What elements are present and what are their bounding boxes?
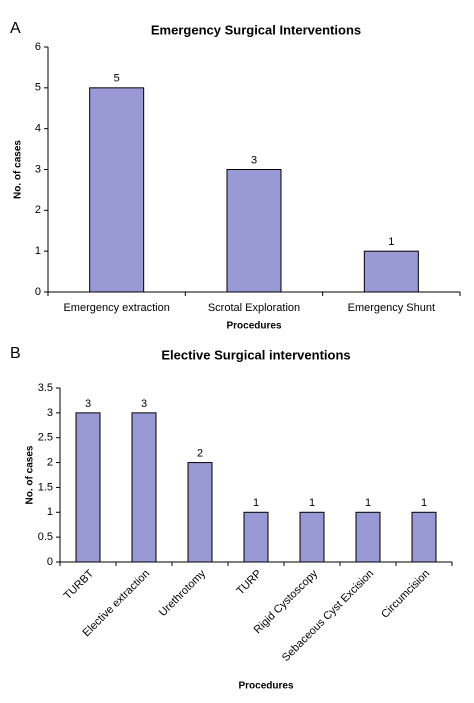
y-tick-label: 2 (47, 456, 53, 468)
y-tick-label: 3.5 (38, 382, 53, 394)
y-tick-label: 2.5 (38, 432, 53, 444)
bar (226, 169, 282, 293)
value-label: 1 (388, 236, 394, 248)
value-label: 1 (309, 497, 315, 509)
panel-label: B (10, 345, 21, 362)
value-label: 2 (197, 447, 203, 459)
x-tick-label: Urethrotomy (157, 567, 209, 619)
x-tick-label: Circumcision (379, 568, 432, 621)
y-tick-label: 3 (47, 407, 53, 419)
y-tick-label: 3 (35, 163, 41, 175)
x-axis-label: Procedures (238, 681, 293, 692)
value-label: 3 (141, 398, 147, 410)
bar (355, 511, 381, 563)
bar (299, 511, 325, 563)
bar (75, 412, 101, 563)
panel-label: A (10, 20, 21, 37)
chart-title: Elective Surgical interventions (161, 347, 350, 362)
y-tick-label: 1.5 (38, 481, 53, 493)
y-tick-label: 4 (35, 123, 41, 135)
y-axis-label: No. of cases (25, 445, 36, 504)
y-axis-label: No. of cases (13, 140, 24, 199)
y-tick-label: 2 (35, 204, 41, 216)
bar (187, 462, 213, 563)
x-axis-label: Procedures (226, 321, 281, 332)
bar (89, 87, 145, 293)
y-tick-label: 0 (35, 286, 41, 298)
x-tick-label: Emergency extraction (63, 302, 169, 314)
x-tick-label: Emergency Shunt (348, 302, 435, 314)
bar (411, 511, 437, 563)
value-label: 3 (251, 154, 257, 166)
y-tick-label: 1 (35, 245, 41, 257)
x-tick-label: TURBT (62, 567, 97, 602)
y-tick-label: 1 (47, 506, 53, 518)
y-tick-label: 6 (35, 41, 41, 53)
chart-title: Emergency Surgical Interventions (151, 22, 361, 37)
x-tick-label: Sebaceous Cyst Excision (280, 568, 376, 664)
y-tick-label: 5 (35, 82, 41, 94)
bar (131, 412, 157, 563)
bar (363, 250, 419, 293)
x-tick-label: TURP (235, 568, 265, 598)
value-label: 1 (365, 497, 371, 509)
y-tick-label: 0 (47, 556, 53, 568)
bar (243, 511, 269, 563)
y-tick-label: 0.5 (38, 531, 53, 543)
value-label: 1 (421, 497, 427, 509)
value-label: 5 (114, 73, 120, 85)
value-label: 1 (253, 497, 259, 509)
value-label: 3 (85, 398, 91, 410)
x-tick-label: Scrotal Exploration (208, 302, 300, 314)
